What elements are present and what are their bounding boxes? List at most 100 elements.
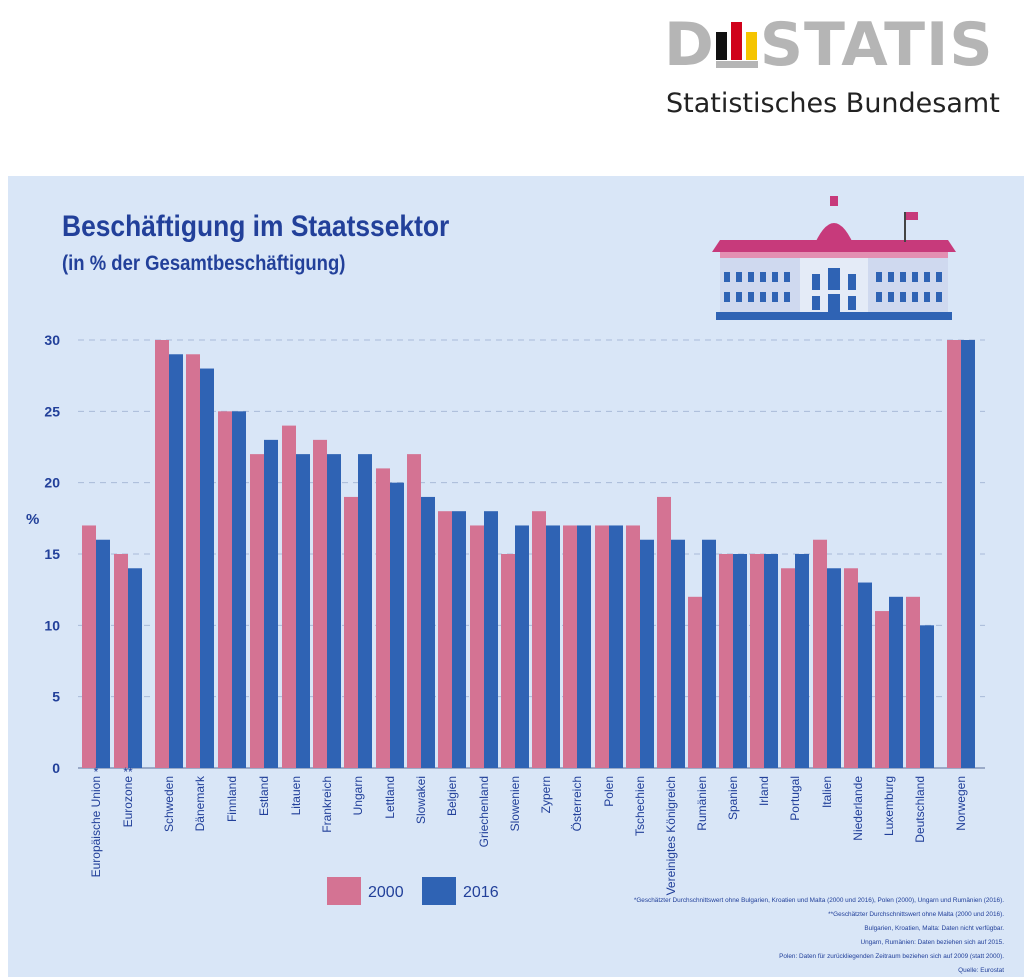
bar-2016 [390,482,404,768]
bar-2000 [407,454,421,768]
bar-2016 [128,568,142,768]
bar-2016 [764,554,778,768]
x-tick-label: Portugal [788,776,802,821]
y-tick-label: 15 [44,546,60,562]
bar-2016 [609,525,623,768]
logo-letter-d: D [664,10,714,80]
bar-2000 [438,511,452,768]
x-tick-label: Tschechien [633,776,647,836]
bar-2000 [250,454,264,768]
bar-2016 [515,525,529,768]
bar-2000 [688,596,702,768]
bar-2000 [376,468,390,768]
x-tick-label: Irland [757,776,771,806]
bar-2016 [232,411,246,768]
bar-2000 [344,496,358,768]
german-flag-icon [715,18,758,68]
bar-2016 [702,539,716,768]
x-tick-label: Ungarn [351,776,365,815]
x-tick-label: Vereinigtes Königreich [664,776,678,895]
x-tick-label: Niederlande [851,776,865,841]
destatis-logo: D STATIS Statistisches Bundesamt [664,14,1016,124]
x-tick-label: Frankreich [320,776,334,833]
footnote: Ungarn, Rumänien: Daten beziehen sich au… [860,939,1004,946]
x-tick-label: Polen [602,776,616,807]
x-tick-label: Rumänien [695,776,709,831]
x-tick-label: Griechenland [477,776,491,847]
x-tick-label: Eurozone [121,776,135,828]
legend-label-2016: 2016 [463,884,499,901]
x-tick-label: Norwegen [954,776,968,831]
x-tick-label: Luxemburg [882,776,896,836]
footnote: Bulgarien, Kroatien, Malta: Daten nicht … [864,925,1004,932]
x-tick-label: Österreich [570,776,584,831]
bar-2016 [889,596,903,768]
bar-2016 [858,582,872,768]
bar-2016 [577,525,591,768]
bar-2000 [532,511,546,768]
x-tick-label: Belgien [445,776,459,816]
x-tick-label: Schweden [162,776,176,832]
y-tick-label: 25 [44,403,60,419]
y-tick-label: 30 [44,332,60,348]
bar-2000 [595,525,609,768]
bar-2000 [563,525,577,768]
bar-2016 [96,539,110,768]
bar-2000 [218,411,232,768]
y-tick-label: 0 [52,760,60,776]
footnotes: *Geschätzter Durchschnittswert ohne Bulg… [634,897,1004,974]
legend-swatch-2000 [327,877,361,905]
bar-2016 [733,554,747,768]
bar-2000 [657,496,671,768]
x-tick-label: Europäische Union [89,776,103,877]
parliament-building-icon [712,196,956,320]
x-tick-label: Zypern [539,776,553,813]
x-tick-mark: * [94,765,99,779]
bar-2016 [264,439,278,768]
y-tick-label: 20 [44,475,60,491]
footnote: Polen: Daten für zurückliegenden Zeitrau… [779,953,1004,960]
x-tick-label: Lettland [383,776,397,819]
x-tick-label: Slowenien [508,776,522,831]
x-tick-label: Finnland [225,776,239,822]
bar-2000 [750,554,764,768]
bar-2016 [961,340,975,768]
legend-swatch-2016 [422,877,456,905]
bar-2016 [640,539,654,768]
chart-legend: 2000 2016 [327,877,499,905]
bar-2000 [470,525,484,768]
y-axis-label: % [26,511,39,528]
bar-2000 [114,554,128,768]
bar-2000 [844,568,858,768]
bar-2016 [452,511,466,768]
x-tick-label: Spanien [726,776,740,820]
logo-subtitle: Statistisches Bundesamt [666,88,1000,119]
bar-2016 [827,568,841,768]
x-tick-label: Deutschland [913,776,927,843]
bar-2016 [421,496,435,768]
x-tick-label: Slowakei [414,776,428,824]
bar-2000 [626,525,640,768]
chart-title: Beschäftigung im Staatssektor [62,210,450,243]
bar-2016 [484,511,498,768]
bar-2016 [546,525,560,768]
bar-2000 [155,340,169,768]
legend-label-2000: 2000 [368,884,404,901]
x-tick-label: Estland [257,776,271,816]
x-tick-mark: ** [123,765,133,779]
bar-2000 [813,539,827,768]
bar-2000 [313,439,327,768]
bar-2000 [186,354,200,768]
bar-2000 [781,568,795,768]
bar-2000 [282,425,296,768]
x-tick-label: Litauen [289,776,303,815]
bar-2016 [327,454,341,768]
chart-subtitle: (in % der Gesamtbeschäftigung) [62,252,346,275]
bar-2000 [501,554,515,768]
footnote: *Geschätzter Durchschnittswert ohne Bulg… [634,897,1004,904]
bar-2016 [920,625,934,768]
bar-2000 [947,340,961,768]
bar-2000 [875,611,889,768]
footnote: Quelle: Eurostat [958,967,1004,974]
